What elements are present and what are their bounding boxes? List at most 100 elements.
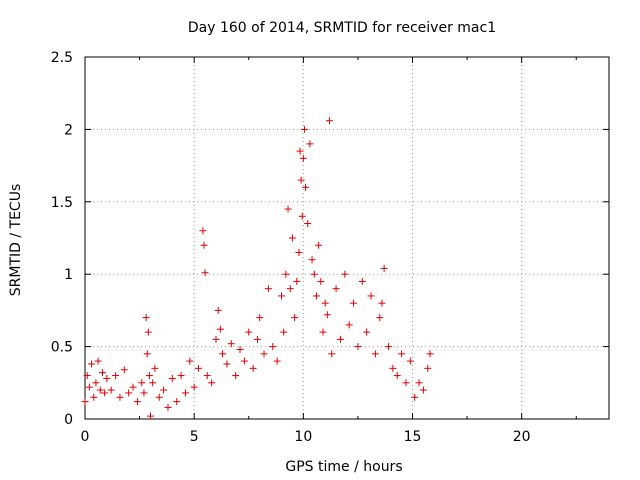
data-point <box>140 389 148 397</box>
chart-title: Day 160 of 2014, SRMTID for receiver mac… <box>188 20 496 36</box>
data-point <box>112 372 120 380</box>
data-point <box>273 357 281 365</box>
data-point <box>201 269 209 277</box>
data-point <box>92 379 100 387</box>
data-point <box>415 379 423 387</box>
data-point <box>138 379 146 387</box>
data-point <box>186 357 194 365</box>
data-point <box>354 343 362 351</box>
data-point <box>376 314 384 322</box>
data-point <box>195 364 203 372</box>
data-point <box>98 369 106 377</box>
data-point <box>147 412 154 420</box>
data-point <box>378 299 386 307</box>
data-point <box>371 350 379 358</box>
data-point <box>299 154 307 162</box>
data-point <box>367 292 375 300</box>
data-point <box>426 350 434 358</box>
data-point <box>200 241 208 249</box>
data-point <box>223 360 231 368</box>
data-point <box>145 372 153 380</box>
data-point <box>216 325 224 333</box>
y-tick-label: 0 <box>64 412 73 428</box>
data-point <box>296 147 304 155</box>
data-point <box>310 270 318 278</box>
y-tick-label: 0.5 <box>51 340 73 356</box>
y-tick-label: 2 <box>64 122 73 138</box>
y-tick-label: 1.5 <box>51 195 73 211</box>
data-point <box>336 335 344 343</box>
y-axis-label: SRMTID / TECUs <box>8 184 24 297</box>
data-point <box>326 117 334 125</box>
data-point <box>199 227 207 235</box>
data-point <box>315 241 323 249</box>
data-point <box>282 270 290 278</box>
scatter-points <box>81 117 434 420</box>
x-tick-label: 10 <box>294 429 312 445</box>
data-point <box>212 335 220 343</box>
data-point <box>81 398 89 406</box>
x-axis: 0 5 10 15 20 <box>81 57 577 445</box>
x-tick-label: 20 <box>513 429 531 445</box>
data-point <box>96 386 104 394</box>
data-point <box>358 277 366 285</box>
data-point <box>103 374 111 382</box>
data-point <box>85 383 93 391</box>
data-point <box>300 125 308 133</box>
x-axis-label: GPS time / hours <box>285 459 402 475</box>
data-point <box>144 328 152 336</box>
data-point <box>173 398 181 406</box>
data-point <box>398 350 406 358</box>
y-axis: 0 0.5 1 1.5 2 2.5 <box>51 50 609 428</box>
y-tick-label: 2.5 <box>51 50 73 66</box>
data-point <box>384 343 392 351</box>
data-point <box>101 389 109 397</box>
data-point <box>219 350 227 358</box>
data-point <box>350 299 358 307</box>
data-point <box>151 364 159 372</box>
data-point <box>203 372 211 380</box>
data-point <box>269 343 277 351</box>
data-point <box>419 386 427 394</box>
data-point <box>143 350 151 358</box>
data-point <box>264 285 272 293</box>
data-point <box>328 350 336 358</box>
data-point <box>280 328 288 336</box>
data-point <box>256 314 264 322</box>
data-point <box>302 183 310 191</box>
data-point <box>149 379 157 387</box>
data-point <box>402 379 410 387</box>
data-point <box>129 383 137 391</box>
data-point <box>332 285 340 293</box>
data-point <box>306 140 314 148</box>
data-point <box>181 389 189 397</box>
data-point <box>295 248 303 256</box>
data-point <box>240 357 248 365</box>
data-point <box>208 379 216 387</box>
data-point <box>260 350 268 358</box>
x-tick-label: 15 <box>404 429 422 445</box>
data-point <box>120 366 128 374</box>
data-point <box>393 372 401 380</box>
data-point <box>90 393 98 401</box>
data-point <box>297 176 305 184</box>
data-point <box>232 372 240 380</box>
data-point <box>323 311 331 319</box>
grid-lines <box>85 57 609 419</box>
data-point <box>411 393 419 401</box>
data-point <box>341 270 349 278</box>
data-point <box>291 314 299 322</box>
data-point <box>345 321 353 329</box>
data-point <box>214 306 222 314</box>
data-point <box>164 403 172 411</box>
data-point <box>363 328 371 336</box>
data-point <box>288 234 296 242</box>
data-point <box>190 383 198 391</box>
data-point <box>142 314 150 322</box>
data-point <box>424 364 432 372</box>
plot-frame <box>84 56 610 420</box>
data-point <box>245 328 253 336</box>
data-point <box>94 357 102 365</box>
data-point <box>133 398 141 406</box>
